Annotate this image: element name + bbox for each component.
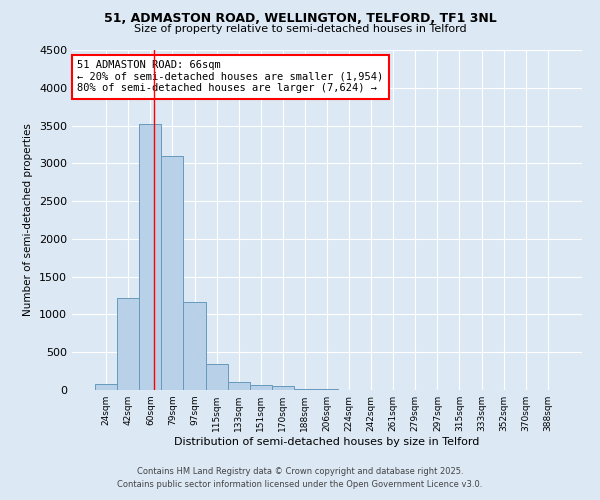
Bar	[294, 389, 316, 390]
Bar	[117, 298, 139, 390]
Bar	[227, 382, 250, 390]
Bar	[139, 124, 161, 390]
Bar	[95, 384, 117, 390]
Text: Contains public sector information licensed under the Open Government Licence v3: Contains public sector information licen…	[118, 480, 482, 489]
Bar	[272, 386, 294, 390]
X-axis label: Distribution of semi-detached houses by size in Telford: Distribution of semi-detached houses by …	[175, 437, 479, 447]
Text: 51 ADMASTON ROAD: 66sqm
← 20% of semi-detached houses are smaller (1,954)
80% of: 51 ADMASTON ROAD: 66sqm ← 20% of semi-de…	[77, 60, 383, 94]
Bar	[161, 156, 184, 390]
Y-axis label: Number of semi-detached properties: Number of semi-detached properties	[23, 124, 34, 316]
Text: Size of property relative to semi-detached houses in Telford: Size of property relative to semi-detach…	[134, 24, 466, 34]
Bar	[316, 389, 338, 390]
Bar	[184, 302, 206, 390]
Text: 51, ADMASTON ROAD, WELLINGTON, TELFORD, TF1 3NL: 51, ADMASTON ROAD, WELLINGTON, TELFORD, …	[104, 12, 496, 26]
Bar	[206, 364, 227, 390]
Bar	[250, 386, 272, 390]
Text: Contains HM Land Registry data © Crown copyright and database right 2025.: Contains HM Land Registry data © Crown c…	[137, 467, 463, 476]
